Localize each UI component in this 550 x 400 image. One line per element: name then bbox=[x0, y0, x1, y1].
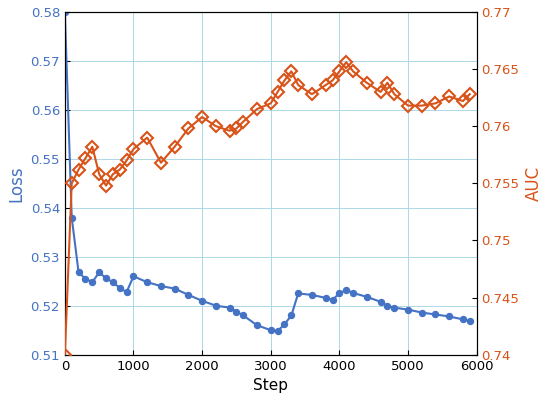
Y-axis label: Loss: Loss bbox=[7, 165, 25, 202]
X-axis label: Step: Step bbox=[253, 378, 288, 393]
Y-axis label: AUC: AUC bbox=[525, 166, 543, 201]
